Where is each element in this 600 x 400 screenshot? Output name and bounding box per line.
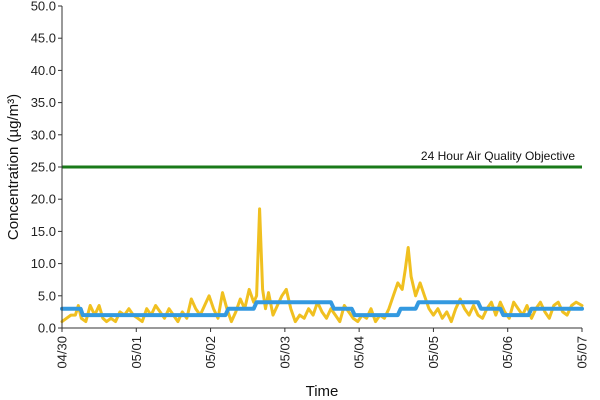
y-tick-label: 5.0 (38, 288, 56, 303)
y-axis-ticks: 0.0 5.0 10.0 15.0 20.0 25.0 30.0 35.0 40.0 45.0 50… (31, 0, 62, 336)
series-lines (60, 207, 584, 324)
y-tick-label: 15.0 (31, 224, 56, 239)
y-tick-label: 25.0 (31, 160, 56, 175)
x-tick-label: 05/01 (129, 336, 144, 369)
reference-lines: 24 Hour Air Quality Objective (62, 149, 582, 169)
y-axis-title: Concentration (µg/m³) (5, 94, 22, 240)
series-line (60, 300, 584, 318)
y-tick-label: 50.0 (31, 0, 56, 14)
x-axis-ticks: 04/30 05/01 05/02 05/03 05/04 05/05 05/06 05/07 (55, 328, 590, 369)
x-tick-label: 05/04 (352, 336, 367, 369)
y-tick-label: 30.0 (31, 127, 56, 142)
reference-line-label: 24 Hour Air Quality Objective (421, 149, 575, 163)
y-tick-label: 20.0 (31, 192, 56, 207)
y-tick-label: 0.0 (38, 321, 56, 336)
x-tick-label: 05/02 (203, 336, 218, 369)
x-axis-title: Time (306, 383, 339, 400)
x-tick-label: 05/05 (426, 336, 441, 369)
x-tick-label: 05/06 (500, 336, 515, 369)
y-tick-label: 35.0 (31, 95, 56, 110)
series-line (60, 207, 584, 324)
x-tick-label: 05/03 (277, 336, 292, 369)
x-tick-label: 04/30 (55, 336, 70, 369)
y-tick-label: 40.0 (31, 63, 56, 78)
y-tick-label: 10.0 (31, 256, 56, 271)
x-tick-label: 05/07 (575, 336, 590, 369)
y-tick-label: 45.0 (31, 31, 56, 46)
